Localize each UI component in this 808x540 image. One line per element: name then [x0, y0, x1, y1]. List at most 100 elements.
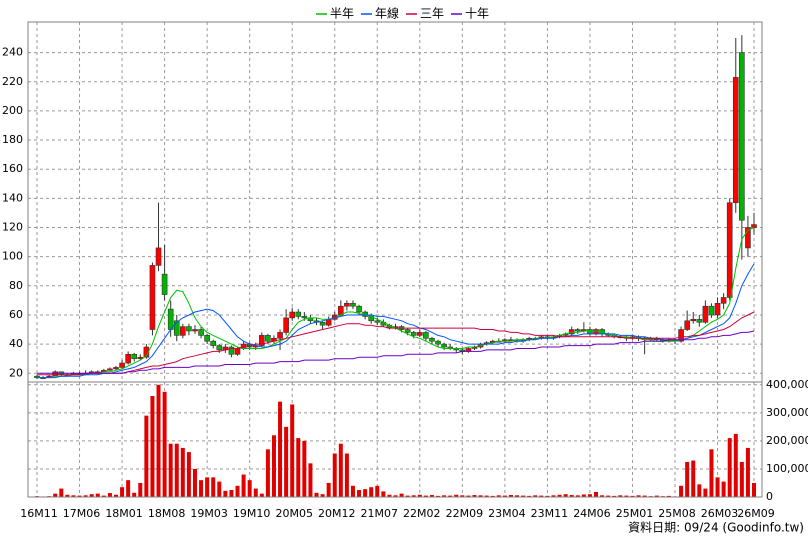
candle-body — [173, 320, 180, 336]
volume-bar — [442, 495, 447, 497]
y-tick-label: 160 — [2, 162, 23, 175]
candle-body — [149, 265, 156, 330]
volume-bar — [709, 449, 714, 497]
volume-bar — [241, 474, 246, 497]
volume-bar — [502, 495, 507, 497]
candle-body — [161, 273, 168, 295]
volume-bar — [101, 495, 106, 497]
candle-body — [265, 335, 271, 342]
volume-bar — [466, 495, 471, 497]
volume-bar — [150, 396, 155, 497]
volume-bar — [484, 495, 489, 497]
volume-bar — [71, 495, 76, 497]
volume-bar — [436, 495, 441, 497]
volume-bar — [186, 452, 191, 497]
volume-bar — [357, 489, 362, 497]
candle-body — [690, 319, 697, 322]
volume-bar — [727, 438, 732, 497]
x-tick-label: 18M08 — [148, 507, 186, 520]
candle-body — [259, 335, 265, 346]
volume-bar — [460, 495, 465, 497]
candle-body — [732, 77, 739, 204]
volume-bar — [715, 477, 720, 497]
volume-bar — [138, 482, 143, 497]
volume-bar — [587, 494, 592, 497]
legend-label: 十年 — [465, 7, 489, 21]
x-tick-label: 23M04 — [488, 507, 526, 520]
volume-bar — [539, 495, 544, 497]
y2-tick-label: 300,000 — [766, 406, 808, 419]
candle-body — [429, 337, 435, 342]
volume-bar — [685, 461, 690, 497]
y-tick-label: 180 — [2, 133, 23, 146]
volume-bar — [405, 495, 410, 497]
grid — [28, 22, 762, 497]
y-tick-label: 100 — [2, 250, 23, 263]
volume-bar — [697, 484, 702, 497]
candle-body — [277, 332, 283, 339]
volume-bar — [600, 495, 605, 497]
candle-body — [568, 329, 575, 335]
candle-body — [726, 202, 733, 298]
volume-bar — [192, 468, 197, 497]
x-tick-label: 24M06 — [573, 507, 611, 520]
candle-body — [587, 329, 593, 335]
volume-bar — [332, 453, 337, 497]
volume-bar — [745, 447, 750, 497]
x-tick-label: 22M09 — [446, 507, 484, 520]
volume-bar — [314, 492, 319, 497]
volume-bar — [417, 494, 422, 497]
x-tick-label: 26M09 — [737, 507, 775, 520]
volume-bar — [229, 489, 234, 497]
volume-bar — [265, 449, 270, 497]
source-note: 資料日期: 09/24 (Goodinfo.tw) — [628, 521, 804, 535]
volume-bar — [95, 493, 100, 497]
volume-bar — [454, 494, 459, 497]
candle-body — [319, 321, 326, 326]
candle-body — [186, 326, 192, 332]
x-tick-label: 26M03 — [701, 507, 739, 520]
volume-bar — [618, 495, 623, 497]
volume-bar — [235, 485, 240, 497]
legend-label: 年線 — [375, 6, 399, 21]
candle-body — [107, 368, 113, 371]
volume-bar — [308, 463, 313, 497]
volume-bar — [733, 433, 738, 497]
x-tick-label: 20M05 — [275, 507, 313, 520]
volume-bar — [387, 494, 392, 497]
volume-bar — [527, 495, 532, 497]
volume-bar — [557, 494, 562, 497]
volume-bar — [53, 493, 58, 497]
ma-line — [37, 330, 755, 374]
x-tick-label: 18M01 — [105, 507, 143, 520]
y-tick-label: 20 — [9, 366, 23, 379]
candle-body — [435, 340, 441, 345]
volume-bar — [83, 495, 88, 497]
volume-bar — [320, 494, 325, 497]
candle-body — [155, 247, 162, 266]
candle-body — [228, 346, 235, 355]
candle-body — [441, 343, 447, 348]
volume-bar — [496, 495, 501, 497]
volume-bar — [363, 489, 368, 497]
y2-tick-label: 100,000 — [766, 462, 808, 475]
candle-body — [739, 52, 745, 221]
candle-body — [216, 345, 223, 351]
volume-bar — [399, 493, 404, 497]
volume-bar — [326, 482, 331, 497]
volume-bar — [120, 487, 125, 497]
x-tick-label: 19M10 — [233, 507, 271, 520]
volume-bar — [156, 384, 161, 497]
x-tick-label: 16M11 — [20, 507, 58, 520]
volume-bar — [472, 495, 477, 497]
volume-bar — [369, 487, 374, 497]
volume-bar — [59, 488, 64, 497]
volume-bar — [247, 480, 252, 497]
candle-body — [751, 224, 757, 228]
volume-bars — [35, 384, 756, 497]
candle-body — [192, 329, 198, 332]
candle-body — [684, 320, 690, 330]
volume-bar — [77, 495, 82, 497]
volume-bar — [253, 488, 258, 497]
